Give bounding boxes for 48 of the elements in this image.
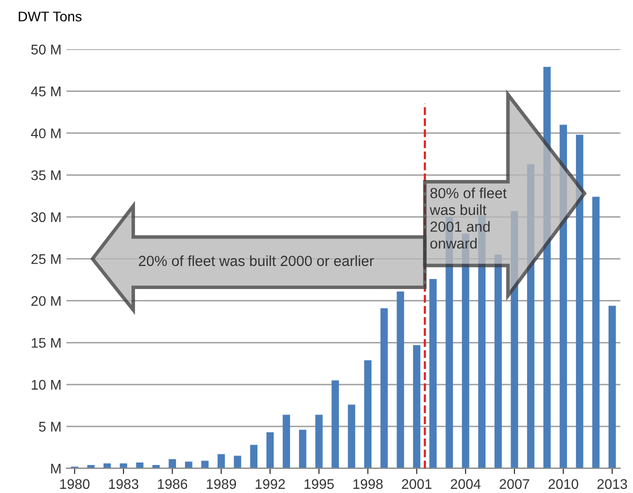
bar	[282, 414, 290, 468]
x-tick-label: 1989	[206, 479, 236, 489]
y-tick-label: 30 M	[31, 212, 60, 222]
y-tick-label: 50 M	[31, 44, 60, 54]
y-tick-label: 40 M	[31, 128, 60, 138]
bar	[396, 292, 404, 468]
bar	[234, 456, 242, 468]
bar	[87, 465, 95, 468]
y-tick-label: 5 M	[39, 422, 60, 432]
bar	[266, 432, 274, 468]
x-tick-label: 1995	[304, 479, 334, 489]
x-tick-label: 2004	[450, 479, 481, 489]
y-tick-label: 25 M	[31, 254, 60, 264]
annotation: 80% of fleet was built 2001 and onward	[430, 188, 507, 249]
x-tick-label: 2013	[597, 479, 628, 489]
bar	[184, 462, 192, 468]
bar	[218, 454, 225, 468]
bar	[576, 134, 584, 468]
bar	[250, 444, 258, 468]
x-tick-label: 2010	[548, 479, 578, 489]
y-axis-title: DWT Tons	[18, 12, 82, 22]
bar	[608, 306, 616, 468]
y-tick-label: 20 M	[31, 296, 60, 306]
bar	[348, 404, 356, 468]
x-tick-label: 1986	[158, 479, 188, 489]
x-tick-label: 1983	[109, 479, 138, 489]
bar	[380, 308, 388, 468]
y-tick-label: 10 M	[32, 380, 60, 390]
bar	[136, 462, 144, 468]
y-tick-label: M	[51, 464, 60, 474]
bar	[413, 345, 420, 468]
x-tick-label: 1998	[353, 479, 383, 489]
bar	[592, 196, 600, 468]
bar	[104, 463, 111, 468]
bar	[315, 414, 323, 468]
bar	[364, 360, 372, 468]
x-tick-label: 1992	[256, 479, 285, 489]
bar	[332, 380, 339, 468]
x-tick-label: 1980	[60, 479, 90, 489]
bar	[299, 430, 306, 468]
x-tick-label: 2001	[402, 479, 432, 489]
y-tick-label: 15 M	[32, 338, 60, 348]
bar	[168, 459, 176, 468]
annotation: 20% of fleet was built 2000 or earlier	[138, 255, 374, 266]
y-tick-label: 45 M	[31, 86, 60, 96]
y-tick-label: 35 M	[31, 170, 60, 180]
bar	[429, 278, 437, 468]
x-tick-label: 2007	[500, 479, 530, 489]
